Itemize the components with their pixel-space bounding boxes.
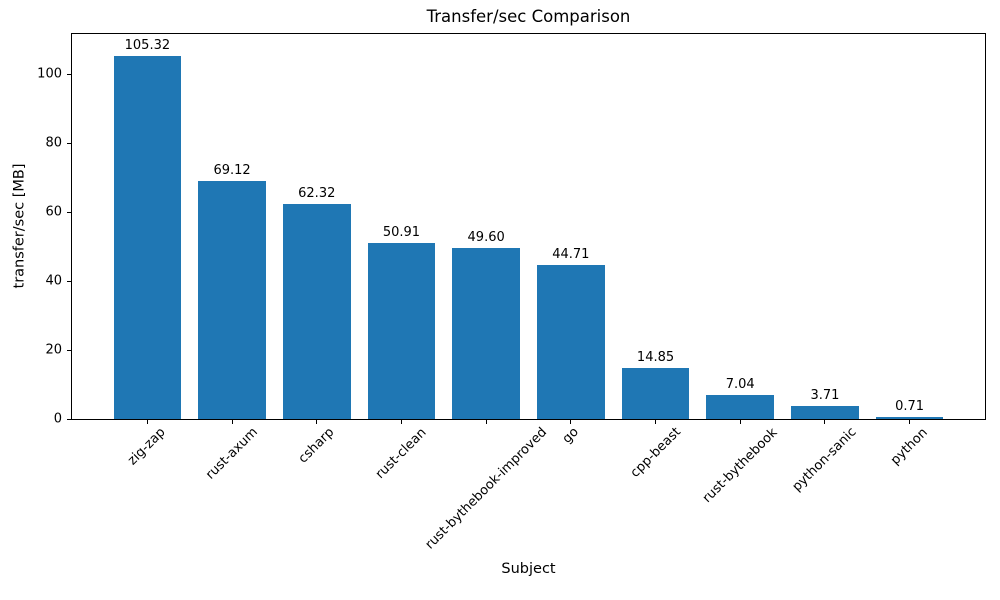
bar-go — [536, 264, 605, 419]
x-tick-mark — [909, 420, 911, 424]
y-tick-label: 40 — [45, 273, 62, 289]
bar-rust-clean — [367, 243, 436, 419]
y-tick-label: 60 — [45, 204, 62, 220]
y-tick-label: 20 — [45, 342, 62, 358]
bar-value-label: 50.91 — [382, 225, 421, 241]
x-tick-label: rust-bythebook — [699, 424, 781, 506]
x-tick-label: rust-bythebook-improved — [422, 424, 550, 553]
y-tick-mark — [67, 418, 71, 420]
x-tick-label: go — [559, 424, 582, 447]
y-tick-mark — [67, 211, 71, 213]
bar-python — [875, 416, 944, 419]
x-tick-mark — [739, 420, 741, 424]
y-tick-mark — [67, 142, 71, 144]
y-tick-mark — [67, 280, 71, 282]
bar-rust-bythebook-improved — [452, 247, 521, 419]
x-tick-label: rust-axum — [202, 425, 261, 483]
x-tick-mark — [316, 420, 318, 424]
bar-value-label: 49.60 — [467, 229, 505, 245]
x-tick-mark — [231, 420, 233, 424]
x-tick-mark — [824, 420, 826, 424]
chart-title: Transfer/sec Comparison — [426, 7, 631, 26]
x-tick-mark — [146, 420, 148, 424]
bar-value-label: 14.85 — [636, 349, 675, 365]
bar-value-label: 7.04 — [725, 376, 755, 392]
bar-rust-bythebook — [706, 394, 775, 419]
x-tick-label: rust-clean — [372, 424, 430, 482]
y-tick-label: 100 — [37, 66, 62, 82]
x-tick-label: csharp — [295, 425, 338, 467]
bar-value-label: 3.71 — [810, 388, 840, 404]
bar-rust-axum — [198, 180, 266, 419]
y-axis-title: transfer/sec [MB] — [11, 163, 28, 289]
plot-area: 0 20 40 60 80 100 105.32 zig-zap 69.12 rust-axum 6… — [37, 33, 986, 552]
bar-value-label: 62.32 — [298, 186, 336, 202]
y-tick-mark — [67, 349, 71, 351]
bar-python-sanic — [791, 406, 859, 419]
bar-value-label: 44.71 — [552, 246, 590, 262]
bar-csharp — [282, 204, 351, 419]
x-tick-mark — [570, 420, 572, 424]
y-tick-mark — [67, 73, 71, 75]
y-tick-label: 0 — [53, 411, 62, 427]
bar-value-label: 69.12 — [213, 162, 251, 178]
y-tick-label: 80 — [45, 135, 62, 151]
bar-cpp-beast — [621, 367, 690, 419]
bar-zig-zap — [113, 55, 182, 419]
bar-value-label: 105.32 — [124, 37, 171, 53]
x-tick-label: zig-zap — [125, 424, 169, 469]
x-axis-title: Subject — [501, 561, 556, 577]
x-tick-mark — [400, 420, 402, 424]
x-tick-mark — [485, 420, 487, 424]
x-tick-mark — [655, 420, 657, 424]
x-tick-label: cpp-beast — [627, 424, 684, 482]
x-tick-label: python — [888, 424, 931, 468]
x-tick-label: python-sanic — [789, 425, 860, 495]
bar-value-label: 0.71 — [895, 398, 925, 414]
